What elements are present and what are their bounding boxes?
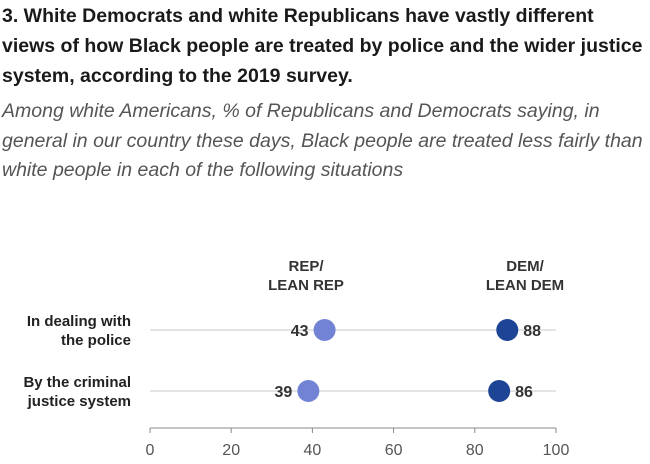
value-label: 88 [523,323,541,340]
category-label: justice system [27,393,131,410]
category-label: the police [61,332,131,349]
category-label: In dealing with [27,313,131,330]
x-tick-label: 0 [146,442,155,459]
series-header-0: REP/ [288,258,324,275]
series-header-0: LEAN REP [268,277,344,294]
series-header-1: DEM/ [506,258,544,275]
value-label: 86 [515,384,533,401]
value-label: 39 [275,384,293,401]
dot-series-0-row-1 [297,380,320,402]
dot-series-1-row-1 [488,380,511,402]
chart-title: 3. White Democrats and white Republicans… [2,5,643,87]
series-header-1: LEAN DEM [486,277,564,294]
dot-series-0-row-0 [313,319,336,341]
x-tick-label: 80 [466,442,484,459]
category-label: By the criminal [23,374,131,391]
x-tick-label: 60 [385,442,403,459]
value-label: 43 [291,323,309,340]
chart-subtitle: Among white Americans, % of Republicans … [2,100,643,181]
dot-series-1-row-0 [496,319,519,341]
x-tick-label: 40 [304,442,322,459]
x-tick-label: 100 [543,442,570,459]
x-tick-label: 20 [222,442,240,459]
